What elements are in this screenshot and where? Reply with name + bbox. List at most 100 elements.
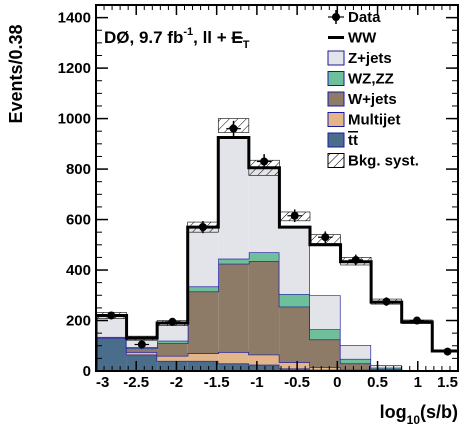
y-tick-label-4: 800 bbox=[66, 161, 91, 178]
x-tick-label-8: 1 bbox=[414, 374, 422, 391]
y-axis: 0 200 400 600 800 1000 1200 1400 bbox=[58, 4, 458, 380]
y-axis-title: Events/0.38 bbox=[6, 24, 26, 123]
x-axis-title-subscript: 10 bbox=[407, 413, 421, 427]
x-axis: -3 -2.5 -2 -1.5 -1 -0.5 0 0.5 1 1.5 bbox=[95, 5, 459, 391]
x-axis-title-rest: (s/b) bbox=[420, 402, 458, 422]
bar-tt-bin-2 bbox=[157, 360, 188, 371]
bar-Multijet-bin-7 bbox=[309, 367, 341, 370]
data-point-11 bbox=[443, 347, 452, 356]
legend-marker-Wjets bbox=[327, 91, 345, 107]
legend-label-Zjets: Z+jets bbox=[348, 50, 392, 67]
bar-WZZZ-bin-6 bbox=[279, 294, 310, 307]
legend-marker-tt bbox=[327, 132, 345, 148]
x-tick-label-6: 0 bbox=[333, 374, 341, 391]
legend-label-Bkgsyst: Bkg. syst. bbox=[348, 153, 419, 170]
bar-Zjets-bin-7 bbox=[309, 295, 341, 330]
bar-WW-bin-7 bbox=[309, 244, 341, 296]
y-tick-label-5: 1000 bbox=[58, 111, 91, 128]
bar-WW-bin-8 bbox=[340, 261, 372, 346]
bar-Wjets-bin-3 bbox=[187, 291, 219, 354]
bar-WW-bin-11 bbox=[432, 351, 458, 371]
legend-label-Wjets: W+jets bbox=[348, 91, 397, 108]
bar-Zjets-bin-4 bbox=[218, 137, 249, 259]
bar-Wjets-bin-1 bbox=[126, 348, 158, 353]
legend-marker-WZZZ bbox=[327, 71, 345, 86]
legend-marker-Multijet bbox=[327, 112, 345, 127]
legend-marker-Zjets bbox=[327, 50, 345, 66]
bar-Multijet-bin-6 bbox=[279, 362, 310, 369]
bar-Wjets-bin-4 bbox=[218, 263, 249, 353]
data-point-2 bbox=[168, 317, 177, 326]
y-tick-label-7: 1400 bbox=[58, 10, 91, 27]
bar-Wjets-bin-2 bbox=[157, 343, 188, 356]
bar-WW-bin-10 bbox=[401, 322, 433, 370]
bar-Zjets-bin-5 bbox=[248, 167, 280, 253]
data-point-6 bbox=[290, 211, 299, 220]
legend-label-tt: tt bbox=[348, 132, 358, 149]
bar-WZZZ-bin-2 bbox=[157, 340, 188, 344]
y-tick-label-0: 0 bbox=[83, 363, 91, 380]
data-point-3 bbox=[198, 223, 207, 232]
bar-Zjets-bin-8 bbox=[340, 345, 372, 359]
step-line-WW bbox=[96, 136, 458, 371]
legend-label-WZZZ: WZ,ZZ bbox=[348, 71, 394, 88]
chart-title: DØ, 9.7 fb-1, ll + ET bbox=[104, 26, 250, 51]
bar-Zjets-bin-3 bbox=[187, 227, 219, 287]
bar-Multijet-bin-1 bbox=[126, 352, 158, 355]
data-point-5 bbox=[260, 157, 269, 166]
bar-tt-bin-3 bbox=[187, 360, 219, 371]
legend-label-Multijet: Multijet bbox=[348, 112, 401, 129]
data-point-0 bbox=[107, 311, 116, 320]
x-axis-title: log10(s/b) bbox=[380, 402, 458, 427]
syst-band-bin-1 bbox=[126, 335, 158, 341]
legend: Data WW Z+jets WZ,ZZ W+jets Multijet tt Bkg. sy… bbox=[327, 9, 419, 170]
bar-Multijet-bin-3 bbox=[187, 353, 219, 361]
x-tick-label-9: 1.5 bbox=[437, 374, 458, 391]
bar-Wjets-bin-5 bbox=[248, 261, 280, 355]
bar-Multijet-bin-2 bbox=[157, 355, 188, 361]
data-point-9 bbox=[382, 297, 391, 306]
bar-WZZZ-bin-8 bbox=[340, 358, 372, 364]
bar-WZZZ-bin-3 bbox=[187, 286, 219, 292]
bar-tt-bin-1 bbox=[126, 354, 158, 371]
bar-tt-bin-4 bbox=[218, 363, 249, 371]
bar-Wjets-bin-7 bbox=[309, 339, 341, 368]
data-point-1 bbox=[137, 340, 146, 349]
data-point-8 bbox=[351, 255, 360, 264]
legend-label-Data: Data bbox=[348, 9, 381, 26]
data-point-4 bbox=[229, 124, 238, 133]
bar-Multijet-bin-5 bbox=[248, 354, 280, 365]
bar-Zjets-bin-9 bbox=[371, 365, 402, 368]
legend-marker-Bkgsyst bbox=[327, 153, 345, 168]
data-point-10 bbox=[412, 316, 421, 325]
bar-Multijet-bin-4 bbox=[218, 352, 249, 364]
y-tick-label-1: 200 bbox=[66, 313, 91, 330]
data-point-7 bbox=[321, 233, 330, 242]
x-tick-label-1: -2.5 bbox=[123, 374, 149, 391]
title-prefix: DØ, 9.7 fb bbox=[104, 28, 183, 47]
bar-Wjets-bin-6 bbox=[279, 306, 310, 363]
y-tick-label-6: 1200 bbox=[58, 60, 91, 77]
x-tick-label-3: -1.5 bbox=[204, 374, 230, 391]
bar-WW-bin-9 bbox=[371, 302, 402, 366]
x-tick-label-4: -1 bbox=[250, 374, 263, 391]
legend-label-WW: WW bbox=[348, 30, 377, 47]
x-tick-label-0: -3 bbox=[96, 374, 109, 391]
y-tick-label-3: 600 bbox=[66, 212, 91, 229]
bar-WZZZ-bin-9 bbox=[371, 367, 402, 370]
x-tick-label-5: -0.5 bbox=[284, 374, 310, 391]
plot-frame bbox=[95, 4, 459, 372]
bar-WZZZ-bin-7 bbox=[309, 329, 341, 340]
bar-tt-bin-0 bbox=[96, 338, 127, 371]
title-channel: , ll + bbox=[193, 28, 231, 47]
bar-tt-bin-6 bbox=[279, 368, 310, 371]
x-axis-title-base: log bbox=[380, 402, 407, 422]
bar-Zjets-bin-2 bbox=[157, 323, 188, 341]
bar-Zjets-bin-6 bbox=[279, 227, 310, 295]
bar-Wjets-bin-8 bbox=[340, 363, 372, 370]
title-met-subscript: T bbox=[243, 39, 250, 51]
title-met-symbol: E bbox=[231, 28, 242, 47]
bar-tt-bin-5 bbox=[248, 364, 280, 371]
title-superscript: -1 bbox=[183, 26, 193, 38]
